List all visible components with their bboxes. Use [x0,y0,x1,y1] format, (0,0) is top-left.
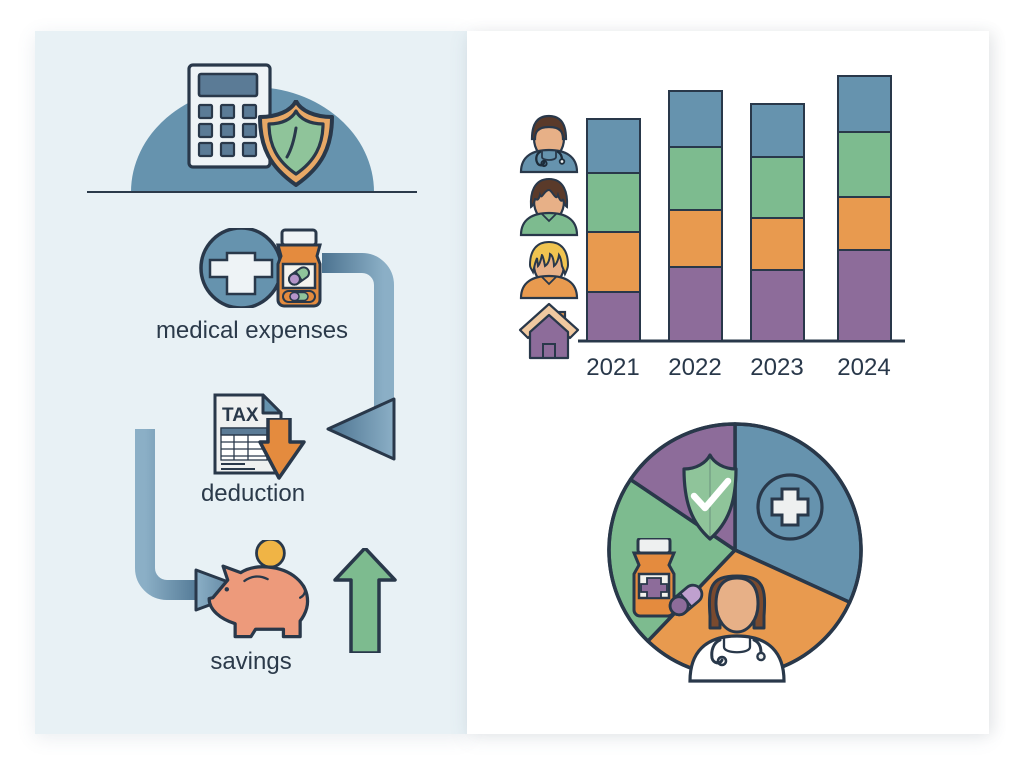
svg-text:2022: 2022 [668,354,721,381]
svg-text:2021: 2021 [586,354,639,381]
svg-text:2024: 2024 [837,354,890,381]
svg-text:2023: 2023 [750,354,803,381]
